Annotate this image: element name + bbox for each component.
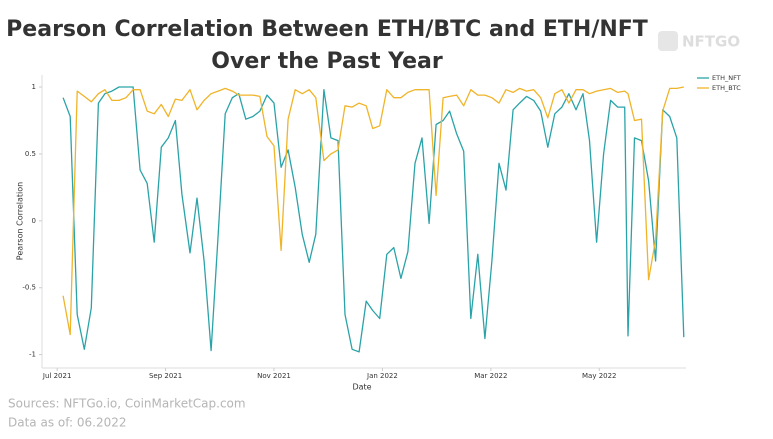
y-tick-label: 0 [32,217,36,225]
footer-date: Data as of: 06.2022 [8,416,127,430]
x-tick-label: Sep 2021 [149,372,182,380]
logo-icon [658,31,678,51]
legend-label: ETH_BTC [712,84,741,92]
series-line [62,86,685,353]
x-tick-label: Jul 2021 [42,372,72,380]
y-tick-label: -1 [29,351,36,359]
x-tick-label: Jan 2022 [366,372,398,380]
y-tick-label: 0.5 [25,150,36,158]
legend-label: ETH_NFT [712,74,741,82]
y-axis-label: Pearson Correlation [16,182,25,260]
y-tick-label: -0.5 [22,284,36,292]
x-tick-label: May 2022 [582,372,617,380]
chart-title: Pearson Correlation Between ETH/BTC and … [6,17,648,42]
x-tick-label: Mar 2022 [474,372,507,380]
y-tick-label: 1 [32,83,36,91]
x-tick-label: Nov 2021 [257,372,291,380]
chart-title: Over the Past Year [211,49,443,74]
logo: NFTGO [682,33,740,51]
x-axis-label: Date [352,383,371,392]
series-line [62,86,684,336]
footer-sources: Sources: NFTGo.io, CoinMarketCap.com [8,397,246,411]
